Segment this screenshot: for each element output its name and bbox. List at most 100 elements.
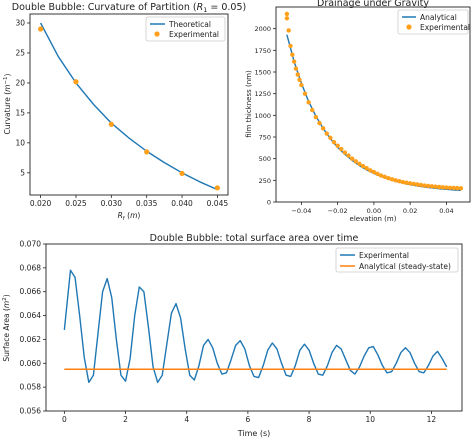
curvature-experimental-point bbox=[214, 185, 220, 191]
drainage-y-tick-label: 750 bbox=[259, 134, 271, 142]
surface-area-legend-box bbox=[335, 247, 459, 273]
curvature-y-tick-label: 15 bbox=[15, 108, 25, 117]
drainage-y-tick-label: 1750 bbox=[254, 47, 271, 55]
drainage-experimental-point bbox=[360, 163, 366, 169]
drainage-x-tick-label: 0.02 bbox=[403, 207, 417, 215]
drainage-experimental-point bbox=[346, 153, 351, 158]
drainage-experimental-point bbox=[397, 179, 402, 184]
drainage-experimental-point bbox=[342, 150, 348, 155]
drainage-x-tick-label: 0.00 bbox=[367, 207, 381, 215]
drainage-experimental-point bbox=[364, 166, 369, 171]
curvature-chart: 0.020 0.025 0.030 0.035 0.040 0.045 5 10 15 20 25 3… bbox=[3, 2, 246, 222]
drainage-experimental-point bbox=[444, 185, 449, 190]
drainage-x-tick-label: 0.04 bbox=[439, 207, 453, 215]
drainage-x-label: elevation (m) bbox=[350, 215, 397, 223]
drainage-experimental-point bbox=[317, 120, 322, 126]
drainage-experimental-point bbox=[393, 178, 398, 183]
drainage-experimental-point bbox=[436, 184, 442, 190]
drainage-experimental-point bbox=[422, 183, 427, 188]
drainage-experimental-point bbox=[293, 66, 299, 71]
curvature-experimental-point bbox=[179, 170, 185, 177]
drainage-legend-analytical-label: Analytical bbox=[420, 13, 457, 22]
drainage-experimental-point bbox=[426, 183, 431, 189]
drainage-y-tick-label: 500 bbox=[259, 155, 271, 163]
surface-area-plot-frame bbox=[45, 243, 463, 412]
curvature-legend-experimental-swatch bbox=[154, 31, 160, 37]
drainage-experimental-point bbox=[400, 179, 406, 185]
drainage-experimental-point bbox=[284, 16, 290, 21]
surface-area-x-tick-label: 2 bbox=[123, 415, 128, 424]
drainage-experimental-point bbox=[328, 135, 333, 141]
curvature-legend-experimental-label: Experimental bbox=[169, 30, 219, 39]
drainage-experimental-point bbox=[353, 159, 358, 164]
surface-area-x-tick-label: 6 bbox=[245, 415, 250, 424]
curvature-y-label: Curvature (m−1) bbox=[3, 73, 12, 134]
surface-area-y-tick-label: 0.070 bbox=[20, 240, 42, 249]
drainage-experimental-point bbox=[297, 77, 302, 83]
curvature-legend-box bbox=[145, 16, 226, 42]
drainage-experimental-point bbox=[320, 126, 326, 131]
drainage-y-tick-label: 2000 bbox=[254, 25, 271, 33]
surface-area-y-tick-label: 0.060 bbox=[20, 359, 42, 368]
drainage-y-tick-label: 250 bbox=[259, 177, 271, 185]
surface-area-y-tick-label: 0.064 bbox=[20, 311, 42, 320]
drainage-experimental-point bbox=[331, 140, 337, 145]
drainage-experimental-point bbox=[291, 59, 297, 64]
drainage-y-tick-label: 0 bbox=[267, 199, 271, 207]
drainage-experimental-point bbox=[299, 82, 304, 88]
drainage-experimental-point bbox=[324, 131, 329, 136]
drainage-experimental-point bbox=[349, 156, 355, 161]
drainage-experimental-point bbox=[302, 91, 308, 96]
curvature-experimental-point bbox=[144, 149, 150, 155]
drainage-x-tick-label: −0.04 bbox=[291, 207, 311, 215]
surface-area-y-label: Surface Area (m2) bbox=[2, 294, 11, 361]
drainage-experimental-point bbox=[415, 182, 420, 187]
curvature-x-tick-label: 0.020 bbox=[30, 199, 52, 208]
drainage-experimental-point bbox=[451, 185, 456, 191]
surface-area-y-tick-label: 0.068 bbox=[20, 263, 42, 272]
curvature-title: Double Bubble: Curvature of Partition (R… bbox=[12, 2, 246, 14]
surface-area-legend: Experimental Analytical (steady-state) bbox=[335, 247, 459, 273]
surface-area-legend-analytical-label: Analytical (steady-state) bbox=[359, 262, 451, 271]
surface-area-x-tick-label: 10 bbox=[365, 415, 375, 424]
drainage-experimental-point bbox=[288, 43, 293, 49]
curvature-y-tick-label: 5 bbox=[20, 168, 25, 177]
drainage-experimental-point bbox=[295, 72, 300, 77]
drainage-experimental-point bbox=[386, 175, 391, 181]
surface-area-x-tick-label: 0 bbox=[62, 415, 67, 424]
curvature-x-tick-label: 0.025 bbox=[65, 199, 87, 208]
drainage-experimental-point bbox=[418, 182, 424, 188]
drainage-experimental-point bbox=[411, 181, 416, 187]
drainage-experimental-point bbox=[458, 186, 464, 191]
drainage-experimental-point bbox=[433, 184, 438, 189]
curvature-x-tick-label: 0.040 bbox=[171, 199, 193, 208]
drainage-y-tick-label: 1500 bbox=[254, 69, 271, 77]
surface-area-x-tick-label: 4 bbox=[184, 415, 189, 424]
curvature-y-tick-label: 25 bbox=[15, 48, 25, 57]
drainage-legend-experimental-label: Experimental bbox=[420, 23, 470, 32]
drainage-legend-experimental-swatch bbox=[406, 24, 412, 30]
drainage-experimental-point bbox=[382, 174, 387, 180]
curvature-plot-area: 0.020 0.025 0.030 0.035 0.040 0.045 5 10 15 20 25 3… bbox=[15, 18, 228, 208]
drainage-experimental-point bbox=[440, 185, 445, 190]
drainage-experimental-point bbox=[286, 28, 291, 33]
drainage-experimental-point bbox=[335, 143, 340, 148]
curvature-plot-frame bbox=[29, 13, 229, 196]
drainage-analytical-line bbox=[286, 34, 461, 191]
drainage-experimental-point bbox=[447, 185, 453, 190]
surface-area-y-tick-label: 0.058 bbox=[20, 383, 42, 392]
drainage-experimental-point bbox=[371, 169, 377, 175]
curvature-legend-theoretical-label: Theoretical bbox=[168, 20, 211, 29]
drainage-plot-area: −0.04 −0.02 0.00 0.02 0.04 0 250 500 750 1000 1250… bbox=[254, 11, 464, 215]
surface-area-plot-area: 0 2 4 6 8 10 12 0.056 0.058 0.060 0.062 0.064 0.066 0… bbox=[20, 240, 448, 424]
surface-area-x-tick-label: 12 bbox=[427, 415, 437, 424]
drainage-legend: Analytical Experimental bbox=[397, 9, 470, 35]
drainage-title: Drainage under Gravity bbox=[317, 0, 429, 9]
drainage-chart: −0.04 −0.02 0.00 0.02 0.04 0 250 500 750 1000 1250… bbox=[245, 0, 471, 223]
drainage-experimental-point bbox=[455, 185, 460, 191]
curvature-legend: Theoretical Experimental bbox=[145, 16, 226, 42]
drainage-x-tick-label: −0.02 bbox=[328, 207, 348, 215]
drainage-y-label: film thickness (nm) bbox=[245, 70, 253, 138]
drainage-experimental-point bbox=[357, 161, 362, 167]
